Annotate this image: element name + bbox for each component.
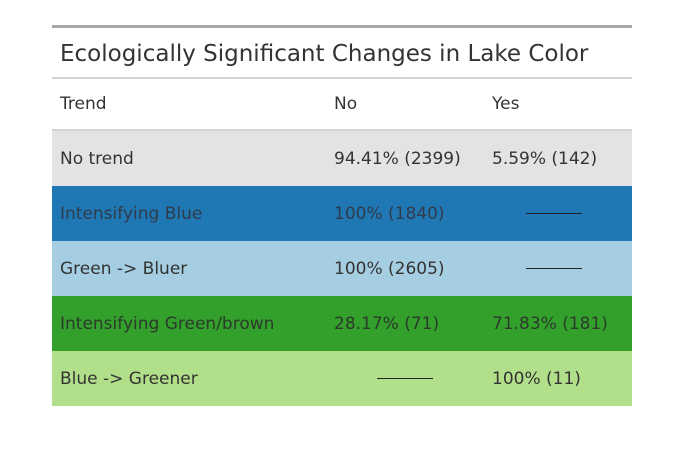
table-row: Intensifying Blue 100% (1840) <box>52 186 632 241</box>
cell-yes: 71.83% (181) <box>492 313 608 334</box>
cell-trend: No trend <box>60 148 134 169</box>
header-no: No <box>334 94 358 114</box>
empty-dash <box>526 213 582 214</box>
empty-dash <box>377 378 433 379</box>
cell-no: 100% (2605) <box>334 258 445 279</box>
header-yes: Yes <box>492 94 520 114</box>
cell-yes-empty <box>484 213 632 214</box>
cell-trend: Blue -> Greener <box>60 368 198 389</box>
table-row: No trend 94.41% (2399) 5.59% (142) <box>52 131 632 186</box>
table-row: Green -> Bluer 100% (2605) <box>52 241 632 296</box>
empty-dash <box>526 268 582 269</box>
cell-no: 28.17% (71) <box>334 313 440 334</box>
cell-yes-empty <box>484 268 632 269</box>
table-header-row: Trend No Yes <box>52 79 632 131</box>
table-title: Ecologically Significant Changes in Lake… <box>52 28 632 79</box>
cell-no: 100% (1840) <box>334 203 445 224</box>
cell-yes: 100% (11) <box>492 368 581 389</box>
cell-trend: Intensifying Green/brown <box>60 313 275 334</box>
header-trend: Trend <box>60 94 107 114</box>
cell-trend: Intensifying Blue <box>60 203 203 224</box>
cell-trend: Green -> Bluer <box>60 258 188 279</box>
cell-no: 94.41% (2399) <box>334 148 461 169</box>
table-top-rule <box>52 25 632 28</box>
cell-yes: 5.59% (142) <box>492 148 598 169</box>
table-row: Blue -> Greener 100% (11) <box>52 351 632 406</box>
lake-color-table: Ecologically Significant Changes in Lake… <box>52 25 632 406</box>
cell-no-empty <box>326 378 484 379</box>
table-row: Intensifying Green/brown 28.17% (71) 71.… <box>52 296 632 351</box>
